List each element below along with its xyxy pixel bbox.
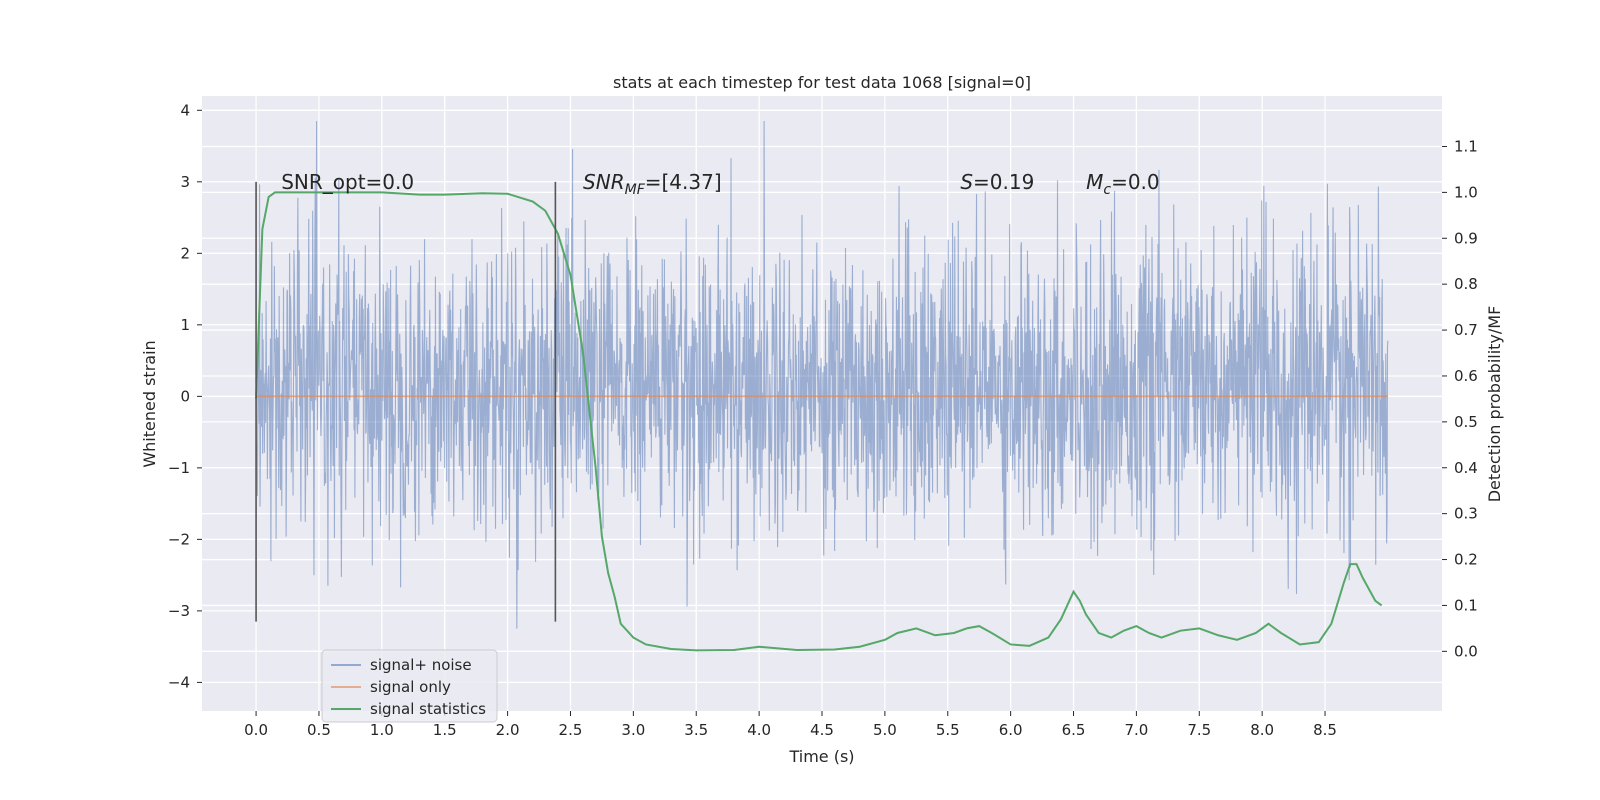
annotation: SNRMF=[4.37] xyxy=(583,170,722,198)
legend-box xyxy=(321,649,498,723)
y-axis-label: Whitened strain xyxy=(140,340,159,467)
x-tick-label: 2.0 xyxy=(496,721,520,739)
annotation: SNR_opt=0.0 xyxy=(281,170,414,194)
x-tick-label: 6.0 xyxy=(999,721,1023,739)
y2-tick-label: 1.0 xyxy=(1454,183,1478,201)
y-tick-label: 3 xyxy=(180,173,190,191)
y2-tick-label: 0.3 xyxy=(1454,505,1478,523)
x-tick-label: 0.0 xyxy=(244,721,268,739)
x-tick-label: 8.0 xyxy=(1250,721,1274,739)
x-tick-label: 2.5 xyxy=(559,721,583,739)
signal-noise-series xyxy=(255,121,1389,629)
signal-statistics-line xyxy=(255,191,1383,652)
x-tick-label: 7.0 xyxy=(1124,721,1148,739)
x-tick-label: 7.5 xyxy=(1187,721,1211,739)
annotation-value: =[4.37] xyxy=(645,170,722,194)
vertical-markers xyxy=(255,181,557,622)
y-tick-label: 4 xyxy=(180,101,190,119)
annotation-value: =0.0 xyxy=(1111,170,1160,194)
annotation-value: =0.19 xyxy=(973,170,1034,194)
y-tick-label: −2 xyxy=(168,530,190,548)
legend: signal+ noise signal only signal statistic… xyxy=(321,649,498,723)
y2-tick-label: 0.9 xyxy=(1454,229,1478,247)
y2-tick-label: 0.4 xyxy=(1454,459,1478,477)
legend-label: signal only xyxy=(370,678,451,696)
y2-tick-label: 0.5 xyxy=(1454,413,1478,431)
y2-tick-label: 0.0 xyxy=(1454,642,1478,660)
y2-tick-label: 0.2 xyxy=(1454,551,1478,569)
annotation: S=0.19 xyxy=(960,170,1034,194)
annotation: Mc=0.0 xyxy=(1086,170,1160,198)
x-tick-label: 4.0 xyxy=(747,721,771,739)
y-tick-label: −1 xyxy=(168,459,190,477)
x-tick-label: 6.5 xyxy=(1062,721,1086,739)
y2-tick-label: 1.1 xyxy=(1454,137,1478,155)
x-tick-label: 1.5 xyxy=(433,721,457,739)
y-tick-label: 2 xyxy=(180,244,190,262)
x-tick-label: 1.0 xyxy=(370,721,394,739)
x-tick-label: 5.0 xyxy=(873,721,897,739)
y-tick-label: 1 xyxy=(180,316,190,334)
x-axis-label: Time (s) xyxy=(788,747,854,766)
series-layer xyxy=(255,191,1388,652)
axis-ticks: 0.0 0.5 1.0 1.5 2.0 2.5 3.0 3.5 4.0 4.5 5.0 5.5 6.0 6… xyxy=(168,101,1478,739)
x-tick-label: 4.5 xyxy=(810,721,834,739)
y-tick-label: −4 xyxy=(168,673,190,691)
legend-label: signal+ noise xyxy=(370,656,472,674)
annotation-subscript: c xyxy=(1103,182,1111,198)
y2-tick-label: 0.1 xyxy=(1454,596,1478,614)
x-tick-label: 8.5 xyxy=(1313,721,1337,739)
annotations: SNR_opt=0.0 SNRMF=[4.37] S=0.19 Mc=0.0 xyxy=(281,170,1159,198)
x-tick-label: 5.5 xyxy=(936,721,960,739)
annotation-symbol: SNR xyxy=(583,170,625,194)
signal-noise-line xyxy=(255,121,1389,629)
annotation-symbol: S xyxy=(960,170,973,194)
chart-title: stats at each timestep for test data 106… xyxy=(613,73,1031,92)
y-tick-label: −3 xyxy=(168,602,190,620)
y2-tick-label: 0.8 xyxy=(1454,275,1478,293)
x-tick-label: 3.5 xyxy=(684,721,708,739)
x-tick-label: 3.0 xyxy=(621,721,645,739)
y-tick-label: 0 xyxy=(180,387,190,405)
y2-tick-label: 0.6 xyxy=(1454,367,1478,385)
legend-label: signal statistics xyxy=(370,700,486,718)
annotation-subscript: MF xyxy=(625,182,646,198)
annotation-symbol: M xyxy=(1086,170,1103,194)
x-tick-label: 0.5 xyxy=(307,721,331,739)
y2-tick-label: 0.7 xyxy=(1454,321,1478,339)
y2-axis-label: Detection probability/MF xyxy=(1485,306,1504,503)
